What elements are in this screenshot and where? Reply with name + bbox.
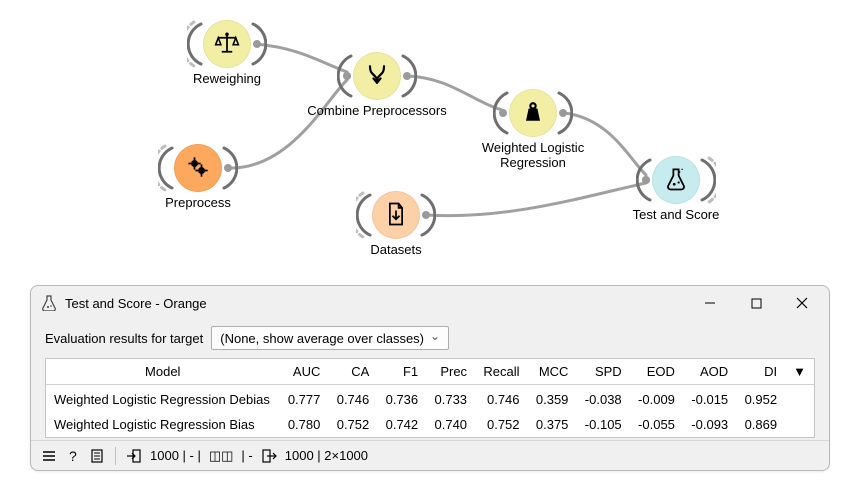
cell-value: 0.359 (528, 385, 577, 413)
cell-value: 0.752 (328, 412, 377, 437)
node-circle[interactable] (203, 20, 251, 68)
flask-icon (662, 165, 690, 196)
sort-indicator[interactable]: ▼ (785, 359, 814, 385)
titlebar[interactable]: Test and Score - Orange (31, 286, 829, 320)
edge-reweighing-to-combine[interactable] (256, 44, 347, 72)
col-aod[interactable]: AOD (683, 359, 736, 385)
menu-icon[interactable] (41, 448, 57, 464)
node-label: Reweighing (193, 72, 261, 87)
cell-value: -0.105 (576, 412, 629, 437)
node-circle[interactable] (652, 156, 700, 204)
cell-value: 0.742 (377, 412, 426, 437)
minimize-button[interactable] (687, 288, 733, 318)
edge-preprocess-to-combine[interactable] (228, 80, 347, 168)
cell-value: 0.952 (736, 385, 785, 413)
file-down-icon (382, 200, 410, 231)
node-reweighing[interactable]: Reweighing (197, 14, 257, 74)
target-select-value: (None, show average over classes) (220, 331, 424, 346)
node-circle[interactable] (372, 191, 420, 239)
status-mid-glyph: ◫◫ (209, 448, 234, 464)
cell-value: 0.746 (328, 385, 377, 413)
cell-model: Weighted Logistic Regression Debias (46, 385, 279, 413)
cell-value: -0.015 (683, 385, 736, 413)
cell-value: 0.375 (528, 412, 577, 437)
col-mcc[interactable]: MCC (528, 359, 577, 385)
report-icon[interactable] (89, 448, 105, 464)
svg-text:?: ? (69, 448, 77, 464)
results-table-wrap: ModelAUCCAF1PrecRecallMCCSPDEODAODDI▼ We… (45, 358, 815, 438)
output-arc (418, 191, 436, 239)
cell-value: -0.009 (630, 385, 683, 413)
status-in-text: 1000 | - | (150, 448, 201, 463)
cell-value: 0.777 (279, 385, 328, 413)
results-table: ModelAUCCAF1PrecRecallMCCSPDEODAODDI▼ We… (46, 359, 814, 437)
col-ca[interactable]: CA (328, 359, 377, 385)
cell-value: 0.733 (426, 385, 475, 413)
cell-value: -0.093 (683, 412, 736, 437)
target-label: Evaluation results for target (45, 331, 203, 346)
results-header-row: ModelAUCCAF1PrecRecallMCCSPDEODAODDI▼ (46, 359, 814, 385)
results-body: Weighted Logistic Regression Debias0.777… (46, 385, 814, 438)
maximize-button[interactable] (733, 288, 779, 318)
node-circle[interactable] (353, 52, 401, 100)
node-datasets[interactable]: Datasets (366, 185, 426, 245)
status-out-text: 1000 | 2×1000 (285, 448, 368, 463)
node-label: Datasets (370, 243, 421, 258)
table-row[interactable]: Weighted Logistic Regression Bias0.7800.… (46, 412, 814, 437)
output-arc (220, 144, 238, 192)
node-label: Preprocess (165, 196, 231, 211)
flask-icon (41, 295, 57, 311)
statusbar: ? 1000 | - | ◫◫ | - 1000 | 2×1000 (31, 440, 829, 470)
output-arc (399, 52, 417, 100)
node-label: Weighted LogisticRegression (482, 141, 584, 171)
col-di[interactable]: DI (736, 359, 785, 385)
col-f1[interactable]: F1 (377, 359, 426, 385)
node-circle[interactable] (174, 144, 222, 192)
target-select[interactable]: (None, show average over classes) (211, 326, 449, 350)
target-selector-row: Evaluation results for target (None, sho… (45, 326, 815, 350)
node-circle[interactable] (509, 89, 557, 137)
workflow-canvas: Reweighing Combine Preprocessors Preproc… (0, 0, 856, 280)
weight-icon (519, 98, 547, 129)
col-model[interactable]: Model (46, 359, 279, 385)
output-arc (555, 89, 573, 137)
cell-value: 0.752 (475, 412, 527, 437)
help-icon[interactable]: ? (65, 448, 81, 464)
node-label: Combine Preprocessors (307, 104, 446, 119)
gears-icon (184, 153, 212, 184)
node-test[interactable]: Test and Score (646, 150, 706, 210)
status-mid-text: | - (241, 448, 252, 463)
scale-icon (213, 29, 241, 60)
node-preprocess[interactable]: Preprocess (168, 138, 228, 198)
col-recall[interactable]: Recall (475, 359, 527, 385)
node-combine[interactable]: Combine Preprocessors (347, 46, 407, 106)
input-icon (126, 448, 142, 464)
cell-value: 0.736 (377, 385, 426, 413)
col-eod[interactable]: EOD (630, 359, 683, 385)
col-prec[interactable]: Prec (426, 359, 475, 385)
merge-icon (363, 61, 391, 92)
table-row[interactable]: Weighted Logistic Regression Debias0.777… (46, 385, 814, 413)
cell-value: 0.869 (736, 412, 785, 437)
test-and-score-window: Test and Score - Orange Evaluation resul… (30, 285, 830, 471)
output-arc (698, 156, 716, 204)
cell-value: 0.746 (475, 385, 527, 413)
node-label: Test and Score (633, 208, 720, 223)
output-arc (249, 20, 267, 68)
edges-layer (0, 0, 856, 280)
col-auc[interactable]: AUC (279, 359, 328, 385)
separator (115, 447, 116, 465)
cell-value: 0.740 (426, 412, 475, 437)
cell-value: -0.038 (576, 385, 629, 413)
cell-model: Weighted Logistic Regression Bias (46, 412, 279, 437)
col-spd[interactable]: SPD (576, 359, 629, 385)
edge-datasets-to-test[interactable] (427, 183, 646, 216)
window-title: Test and Score - Orange (65, 296, 207, 311)
cell-value: 0.780 (279, 412, 328, 437)
cell-value: -0.055 (630, 412, 683, 437)
output-icon (261, 448, 277, 464)
close-button[interactable] (779, 288, 825, 318)
node-wlr[interactable]: Weighted LogisticRegression (503, 83, 563, 143)
